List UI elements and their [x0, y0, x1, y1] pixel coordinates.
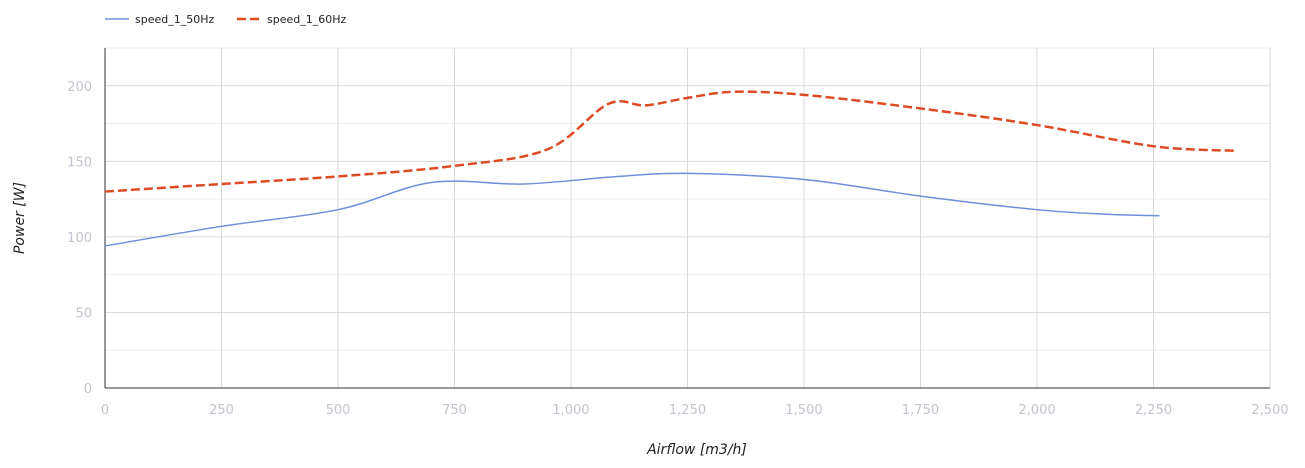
y-tick-label: 50	[75, 306, 92, 321]
y-tick-label: 150	[67, 155, 92, 170]
x-tick-label: 500	[326, 403, 351, 418]
series-line-speed_1_50Hz	[104, 172, 1160, 247]
x-tick-label: 0	[101, 403, 109, 418]
x-tick-label: 2,500	[1251, 403, 1288, 418]
y-tick-label: 200	[67, 80, 92, 95]
x-tick-label: 750	[442, 403, 467, 418]
x-axis-title: Airflow [m3/h]	[646, 442, 747, 458]
x-tick-label: 1,500	[785, 403, 822, 418]
x-tick-label: 1,250	[669, 403, 706, 418]
series-line-speed_1_60Hz	[104, 90, 1236, 193]
tick-labels: 0 250 500 750 1,000 1,250 1,500 1,750 2,000 2,250…	[67, 80, 1288, 418]
x-tick-label: 250	[209, 403, 234, 418]
x-tick-label: 1,000	[552, 403, 589, 418]
axes	[104, 48, 1270, 389]
y-tick-label: 100	[67, 231, 92, 246]
x-tick-label: 2,000	[1018, 403, 1055, 418]
y-axis-title: Power [W]	[12, 182, 28, 254]
legend-label: speed_1_60Hz	[267, 13, 346, 26]
y-tick-label: 0	[84, 382, 92, 397]
x-tick-label: 2,250	[1135, 403, 1172, 418]
x-tick-label: 1,750	[902, 403, 939, 418]
legend-label: speed_1_50Hz	[135, 13, 214, 26]
grid	[105, 47, 1271, 388]
legend: speed_1_50Hz speed_1_60Hz	[105, 13, 346, 26]
series-lines	[104, 90, 1236, 247]
